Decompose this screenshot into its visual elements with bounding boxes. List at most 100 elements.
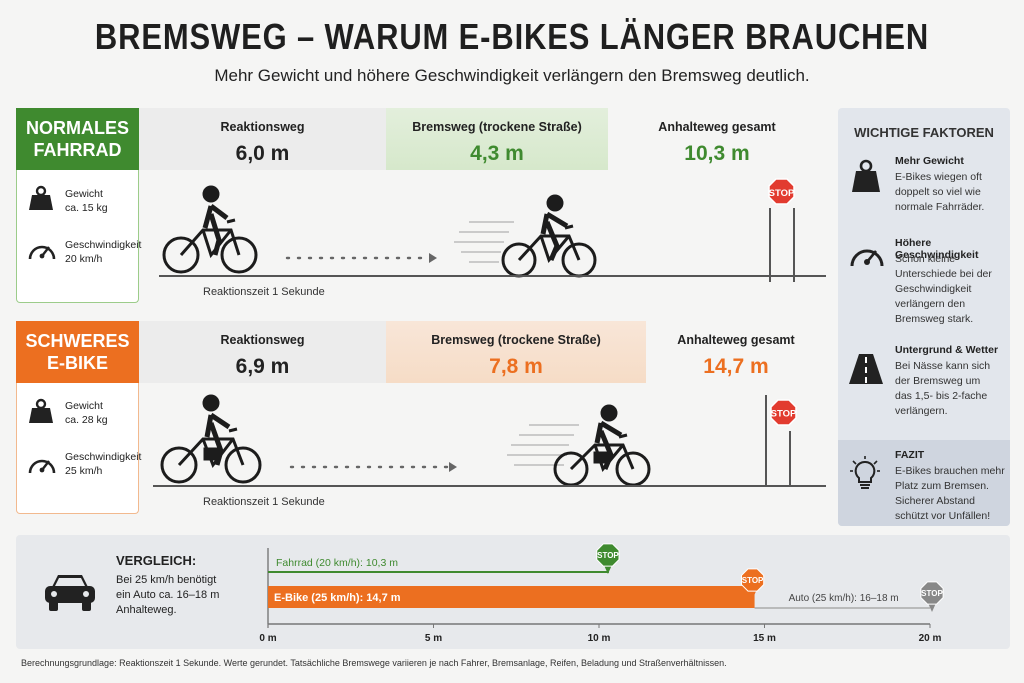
normal-reaction-time: Reaktionszeit 1 Sekunde (203, 286, 325, 298)
footnote: Berechnungsgrundlage: Reaktionszeit 1 Se… (21, 658, 727, 668)
stop-marker-fahrrad (596, 543, 620, 567)
stop-marker-fahrrad-pointer (603, 565, 612, 574)
factor-speed-title: Höhere Geschwindigkeit (895, 237, 979, 261)
bar-ebike (268, 586, 755, 608)
ebike-rider-braking-icon (553, 404, 651, 487)
normal-weight-value: ca. 15 kg (65, 202, 108, 214)
cyclist-reacting-icon (162, 185, 258, 274)
fazit-line: Sicherer Abstand (895, 495, 975, 507)
page-subtitle: Mehr Gewicht und höhere Geschwindigkeit … (214, 66, 810, 85)
factor-speed-line: Unterschiede bei der (895, 268, 992, 280)
speedometer-icon (28, 459, 56, 474)
stop-marker-auto-pointer (928, 603, 936, 612)
normal-bike-tag: NORMALES FAHRRAD (16, 108, 139, 170)
ebike-reaction-value: 6,9 m (235, 355, 290, 378)
normal-reaction-metric: Reaktionsweg 6,0 m (139, 108, 386, 170)
normal-total-label: Anhalteweg gesamt (658, 120, 776, 134)
fazit-line: E-Bikes brauchen mehr (895, 465, 1005, 477)
page-title: BREMSWEG – WARUM E-BIKES LÄNGER BRAUCHEN (94, 16, 930, 57)
x-tick-label: 0 m (259, 633, 276, 644)
normal-braking-metric: Bremsweg (trockene Straße) 4,3 m (386, 108, 608, 170)
bar-label-ebike: E-Bike (25 km/h): 14,7 m (274, 592, 401, 604)
stop-marker-auto-text: STOP (921, 589, 943, 598)
cyclist-braking-icon (501, 194, 597, 278)
comparison-line: ein Auto ca. 16–18 m (116, 589, 220, 601)
ebike-weight-value: ca. 28 kg (65, 414, 108, 426)
car-icon (45, 575, 95, 611)
ebike-speed-label: Geschwindigkeit (65, 451, 142, 463)
factor-weight-line: doppelt so viel wie (895, 186, 981, 198)
fazit-line: schützt vor Unfällen! (895, 510, 991, 522)
ebike-total-label: Anhalteweg gesamt (677, 333, 795, 347)
factor-speed-line: Bremsweg stark. (895, 313, 974, 325)
stop-sign-icon: STOP (765, 395, 797, 487)
x-tick-label: 20 m (919, 633, 942, 644)
normal-speed-label: Geschwindigkeit (65, 239, 142, 251)
normal-reaction-value: 6,0 m (235, 142, 290, 165)
stop-marker-auto (920, 581, 944, 605)
comparison-line: Bei 25 km/h benötigt (116, 574, 217, 586)
ebike-specs: Gewicht ca. 28 kg Geschwindigkeit 25 km/h (16, 383, 142, 514)
normal-weight-label: Gewicht (65, 188, 103, 200)
normal-braking-value: 4,3 m (470, 142, 524, 165)
speedometer-icon (28, 245, 56, 260)
factor-road-line: das 1,5- bis 2-fache (895, 390, 988, 402)
ebike-reaction-time: Reaktionszeit 1 Sekunde (203, 496, 325, 508)
factor-speed-line: Geschwindigkeit (895, 283, 972, 295)
normal-bike-specs: Gewicht ca. 15 kg Geschwindigkeit 20 km/h (16, 170, 142, 303)
weight-icon (29, 185, 53, 210)
ebike-reaction-label: Reaktionsweg (220, 333, 305, 347)
ebike-tag: SCHWERES E-BIKE (16, 321, 139, 383)
factor-road-line: Bei Nässe kann sich (895, 360, 991, 372)
factors-heading: WICHTIGE FAKTOREN (854, 125, 994, 140)
speed-lines (507, 424, 579, 466)
ebike-tag-line1: SCHWERES (25, 331, 130, 351)
ebike-reaction-metric: Reaktionsweg 6,9 m (139, 321, 386, 383)
factor-speed-line: verlängern den (895, 298, 966, 310)
normal-bike-tag-line1: NORMALES (26, 118, 129, 138)
ebike-section: SCHWERES E-BIKE Gewicht ca. 28 kg Geschwin… (16, 321, 826, 516)
x-tick-label: 5 m (425, 633, 442, 644)
x-tick-label: 15 m (753, 633, 776, 644)
factor-speed-line: Schon kleine (895, 253, 956, 265)
normal-bike-scene: STOP (159, 178, 826, 282)
ebike-braking-label: Bremsweg (trockene Straße) (431, 333, 601, 347)
normal-bike-section: NORMALES FAHRRAD Gewicht ca. 15 kg Geschwi… (16, 108, 826, 303)
normal-bike-tag-line2: FAHRRAD (33, 140, 122, 160)
factor-weight-line: E-Bikes wiegen oft (895, 171, 982, 183)
stop-marker-ebike-text: STOP (742, 576, 764, 585)
normal-total-metric: Anhalteweg gesamt 10,3 m (608, 108, 826, 170)
fazit-line: Platz zum Bremsen. (895, 480, 989, 492)
comparison-chart: 0 m 5 m 10 m 15 m 20 m Fahrrad (20 km/h): 10,… (259, 543, 944, 644)
ebike-braking-value: 7,8 m (489, 355, 543, 378)
normal-braking-label: Bremsweg (trockene Straße) (412, 120, 582, 134)
factor-weight-line: normale Fahrräder. (895, 201, 985, 213)
factor-road-line: verlängern. (895, 405, 948, 417)
bar-label-fahrrad: Fahrrad (20 km/h): 10,3 m (276, 557, 398, 569)
dotted-arrow (289, 462, 457, 472)
x-tick-label: 10 m (588, 633, 611, 644)
normal-reaction-label: Reaktionsweg (220, 120, 305, 134)
weight-icon (852, 159, 880, 192)
comparison-panel: VERGLEICH: Bei 25 km/h benötigt ein Auto… (16, 535, 1010, 649)
stop-sign-icon: STOP (768, 178, 795, 282)
fazit-title: FAZIT (895, 449, 925, 461)
ebike-stop-text: STOP (771, 409, 797, 420)
ebike-rider-reacting-icon (160, 394, 262, 484)
bar-label-auto: Auto (25 km/h): 16–18 m (789, 593, 899, 604)
dotted-arrow (285, 253, 437, 263)
factor-road-title: Untergrund & Wetter (895, 344, 999, 356)
comparison-heading: VERGLEICH: (116, 553, 197, 568)
ebike-total-value: 14,7 m (703, 355, 769, 378)
factor-weight-title: Mehr Gewicht (895, 155, 964, 167)
factor-road-line: der Bremsweg um (895, 375, 981, 387)
normal-speed-value: 20 km/h (65, 253, 103, 265)
ebike-speed-value: 25 km/h (65, 465, 103, 477)
stop-marker-fahrrad-text: STOP (597, 551, 619, 560)
stop-marker-ebike (741, 568, 765, 592)
weight-icon (29, 398, 53, 423)
lightbulb-icon (850, 456, 880, 489)
ebike-total-metric: Anhalteweg gesamt 14,7 m (646, 321, 826, 383)
stop-marker-ebike-pointer (748, 590, 757, 599)
normal-total-value: 10,3 m (684, 142, 750, 165)
